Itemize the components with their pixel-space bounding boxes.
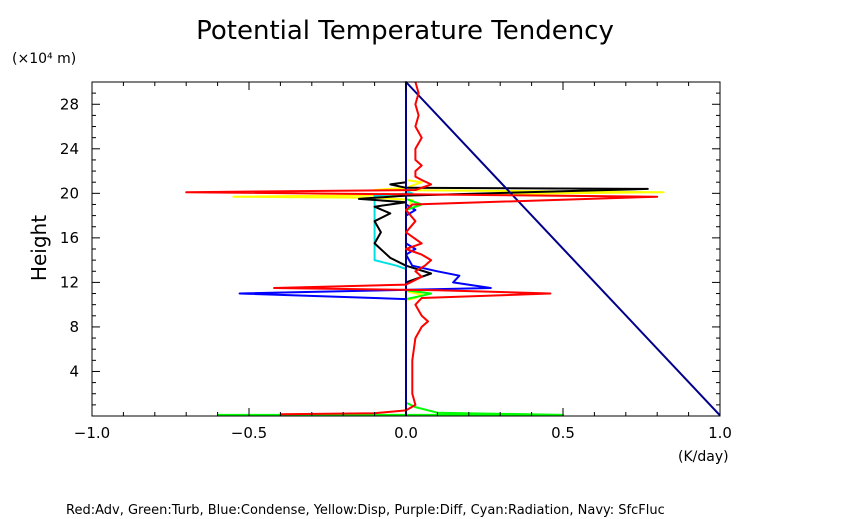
ticks-layer: −1.0 −0.5 0.0 0.5 1.0 4 8 12 16 20 24 28: [60, 82, 732, 442]
legend-text: Red:Adv, Green:Turb, Blue:Condense, Yell…: [66, 503, 665, 518]
y-unit-label: (×10⁴ m): [12, 51, 76, 67]
x-tick-label-4: 1.0: [708, 424, 732, 442]
x-tick-label-0: −1.0: [74, 424, 110, 442]
y-tick-label-1: 8: [69, 318, 79, 336]
y-tick-label-2: 12: [60, 273, 79, 291]
y-tick-label-4: 20: [60, 184, 79, 202]
series-line-2: [357, 82, 649, 416]
x-tick-label-1: −0.5: [231, 424, 267, 442]
series-line-4: [217, 82, 564, 416]
series-line-1: [373, 82, 414, 416]
series-line-6: [185, 81, 659, 416]
x-unit-label: (K/day): [678, 449, 729, 465]
series-line-0: [232, 82, 665, 416]
chart-title: Potential Temperature Tendency: [196, 16, 614, 46]
x-tick-label-2: 0.0: [394, 424, 418, 442]
y-tick-label-3: 16: [60, 229, 79, 247]
x-tick-label-3: 0.5: [551, 424, 575, 442]
y-tick-label-5: 24: [60, 140, 79, 158]
y-tick-label-0: 4: [69, 362, 79, 380]
y-axis-label: Height: [27, 215, 51, 281]
series-line-3: [238, 82, 492, 416]
series-layer: [185, 81, 721, 417]
series-line-5: [405, 81, 721, 417]
y-tick-label-6: 28: [60, 95, 79, 113]
